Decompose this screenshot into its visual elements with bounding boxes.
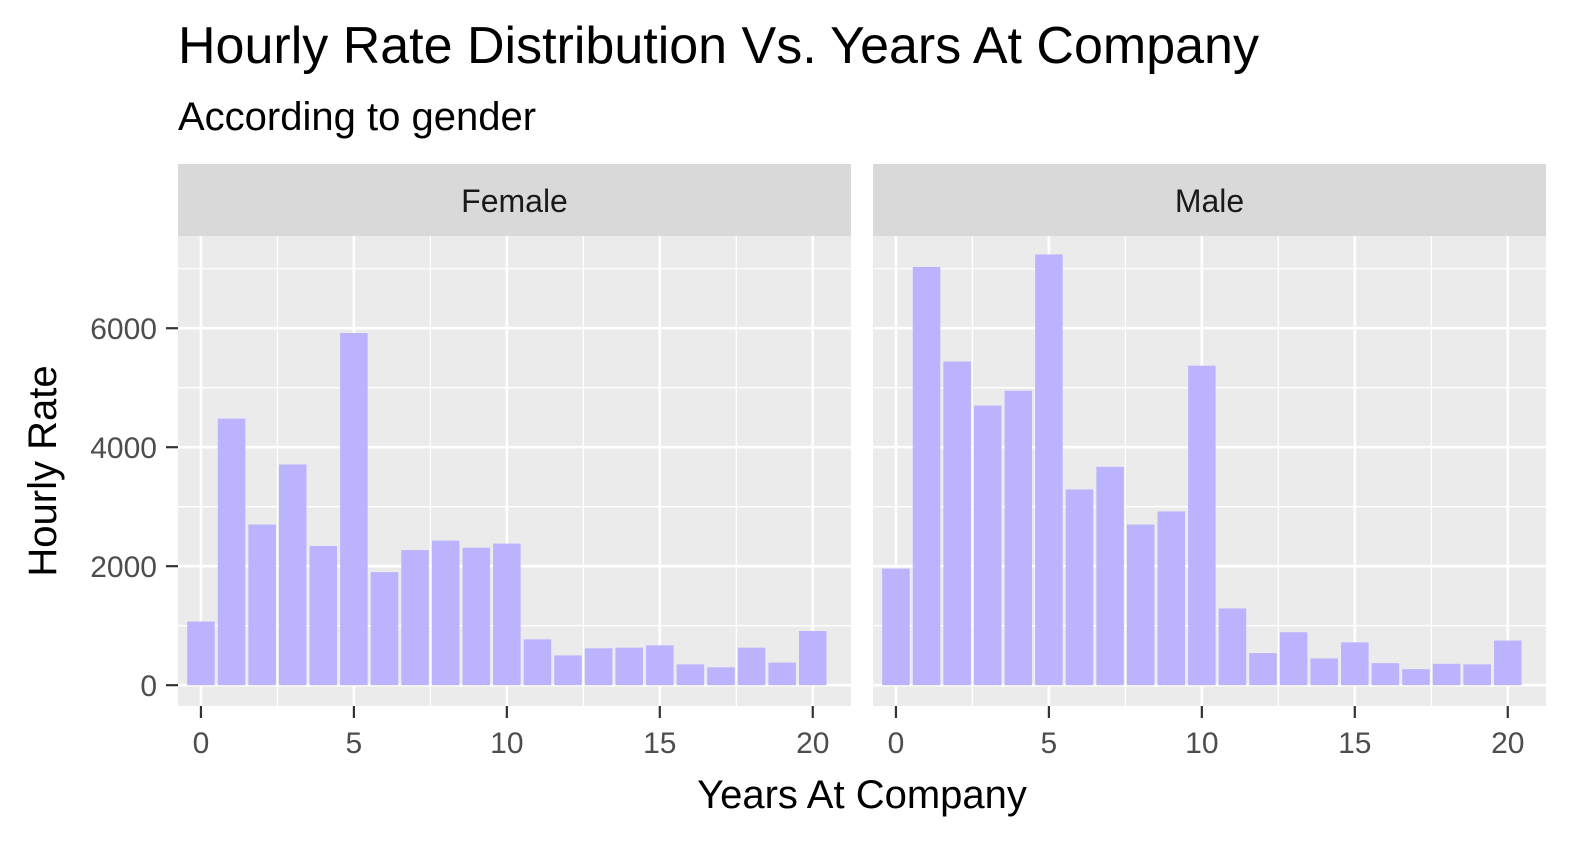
bar-male-2: [943, 361, 971, 686]
bar-female-1: [217, 418, 246, 686]
x-tick-label: 20: [796, 727, 829, 760]
bar-female-13: [584, 648, 613, 686]
y-tick-label: 4000: [90, 432, 157, 465]
y-tick-label: 0: [140, 670, 157, 703]
bar-male-0: [882, 568, 910, 686]
bar-male-6: [1065, 489, 1094, 686]
bar-male-7: [1096, 466, 1124, 686]
bar-male-14: [1310, 658, 1338, 686]
bar-male-15: [1341, 642, 1369, 686]
bar-female-9: [462, 547, 491, 686]
strip-label: Female: [461, 183, 568, 219]
strip-background: [178, 164, 851, 236]
bar-male-10: [1188, 365, 1216, 686]
bar-female-2: [248, 524, 276, 686]
bar-female-20: [798, 631, 827, 686]
x-axis-title: Years At Company: [697, 773, 1027, 817]
bar-female-16: [676, 664, 705, 686]
bar-female-8: [431, 540, 460, 686]
x-axis: 0 5 10 15 20 0 5 10 15 20: [193, 706, 1524, 760]
bar-male-11: [1218, 608, 1247, 686]
y-tick-label: 6000: [90, 313, 157, 346]
chart-title: Hourly Rate Distribution Vs. Years At Co…: [178, 17, 1259, 75]
bar-female-18: [737, 647, 766, 686]
bar-female-7: [401, 550, 429, 686]
strip-background: [873, 164, 1546, 236]
x-tick-label: 15: [1338, 727, 1371, 760]
x-tick-label: 15: [643, 727, 676, 760]
bar-female-12: [554, 655, 582, 686]
x-tick-label: 5: [1041, 727, 1058, 760]
bar-male-13: [1279, 632, 1308, 686]
bar-male-9: [1157, 511, 1186, 686]
bar-female-6: [370, 572, 399, 686]
bar-male-20: [1493, 640, 1522, 686]
x-tick-label: 20: [1491, 727, 1524, 760]
bar-male-1: [912, 266, 941, 686]
bar-female-15: [646, 645, 674, 686]
bar-female-11: [523, 639, 552, 686]
facet-panel-male: Male: [873, 164, 1546, 706]
bar-female-14: [615, 647, 643, 686]
x-tick-label: 10: [1185, 727, 1218, 760]
x-tick-label: 0: [193, 727, 210, 760]
bar-female-3: [278, 464, 307, 686]
y-tick-label: 2000: [90, 551, 157, 584]
bar-female-0: [187, 621, 215, 686]
bar-male-5: [1035, 254, 1063, 686]
bar-male-8: [1126, 524, 1155, 686]
bar-female-10: [493, 543, 521, 686]
bar-female-19: [768, 662, 796, 686]
bar-male-4: [1004, 390, 1033, 686]
chart-subtitle: According to gender: [178, 95, 536, 139]
bar-male-17: [1402, 669, 1430, 686]
bar-female-4: [309, 545, 338, 686]
bar-female-5: [340, 332, 368, 686]
strip-label: Male: [1175, 183, 1244, 219]
bar-male-19: [1463, 664, 1491, 686]
bar-male-18: [1432, 663, 1461, 686]
bar-male-12: [1249, 653, 1277, 686]
y-axis: 0 2000 4000 6000: [90, 313, 178, 703]
x-tick-label: 0: [888, 727, 905, 760]
bar-male-16: [1371, 663, 1400, 686]
y-axis-title: Hourly Rate: [21, 365, 65, 576]
facet-panel-female: Female: [178, 164, 851, 706]
x-tick-label: 5: [346, 727, 363, 760]
x-tick-label: 10: [490, 727, 523, 760]
bar-male-3: [973, 405, 1002, 686]
bar-female-17: [707, 667, 735, 686]
